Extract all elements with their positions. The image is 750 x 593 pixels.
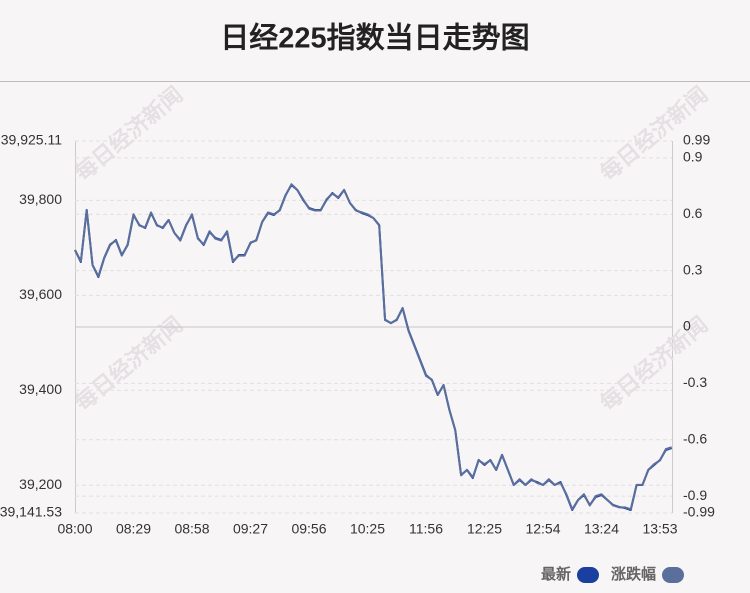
x-tick-label: 08:58 <box>174 521 209 537</box>
y2-tick-label: -0.99 <box>683 504 715 520</box>
watermark: 每日经济新闻 <box>70 82 187 186</box>
x-tick-label: 10:25 <box>350 521 385 537</box>
x-tick-label: 12:25 <box>467 521 502 537</box>
y2-tick-label: 0.99 <box>683 132 710 148</box>
x-tick-label: 09:56 <box>291 521 326 537</box>
y-tick-label: 39,400 <box>19 381 62 397</box>
y2-tick-label: 0.6 <box>683 205 703 221</box>
x-tick-label: 08:00 <box>57 521 92 537</box>
series-line <box>74 183 673 511</box>
y2-tick-label: -0.9 <box>683 487 707 503</box>
legend-label: 涨跌幅 <box>611 565 656 583</box>
y-tick-label: 39,800 <box>19 191 62 207</box>
legend-swatch <box>662 567 684 583</box>
y2-tick-label: -0.3 <box>683 374 707 390</box>
legend-label: 最新 <box>541 565 571 583</box>
y-tick-label: 39,925.11 <box>1 132 62 148</box>
x-tick-label: 13:24 <box>584 521 619 537</box>
y-tick-label: 39,600 <box>19 286 62 302</box>
y2-tick-label: 0 <box>683 318 691 334</box>
y-tick-label: 39,141.53 <box>0 504 62 520</box>
y-tick-label: 39,200 <box>19 476 62 492</box>
y2-tick-label: 0.3 <box>683 261 703 277</box>
x-tick-label: 12:54 <box>525 521 560 537</box>
y2-tick-label: -0.6 <box>683 430 707 446</box>
x-tick-label: 13:53 <box>642 521 677 537</box>
chart-title: 日经225指数当日走势图 <box>220 21 529 55</box>
x-tick-label: 09:27 <box>233 521 268 537</box>
legend-swatch <box>576 567 599 583</box>
x-tick-label: 08:29 <box>116 521 151 537</box>
y2-tick-label: 0.9 <box>683 149 703 165</box>
x-tick-label: 11:56 <box>409 521 443 537</box>
